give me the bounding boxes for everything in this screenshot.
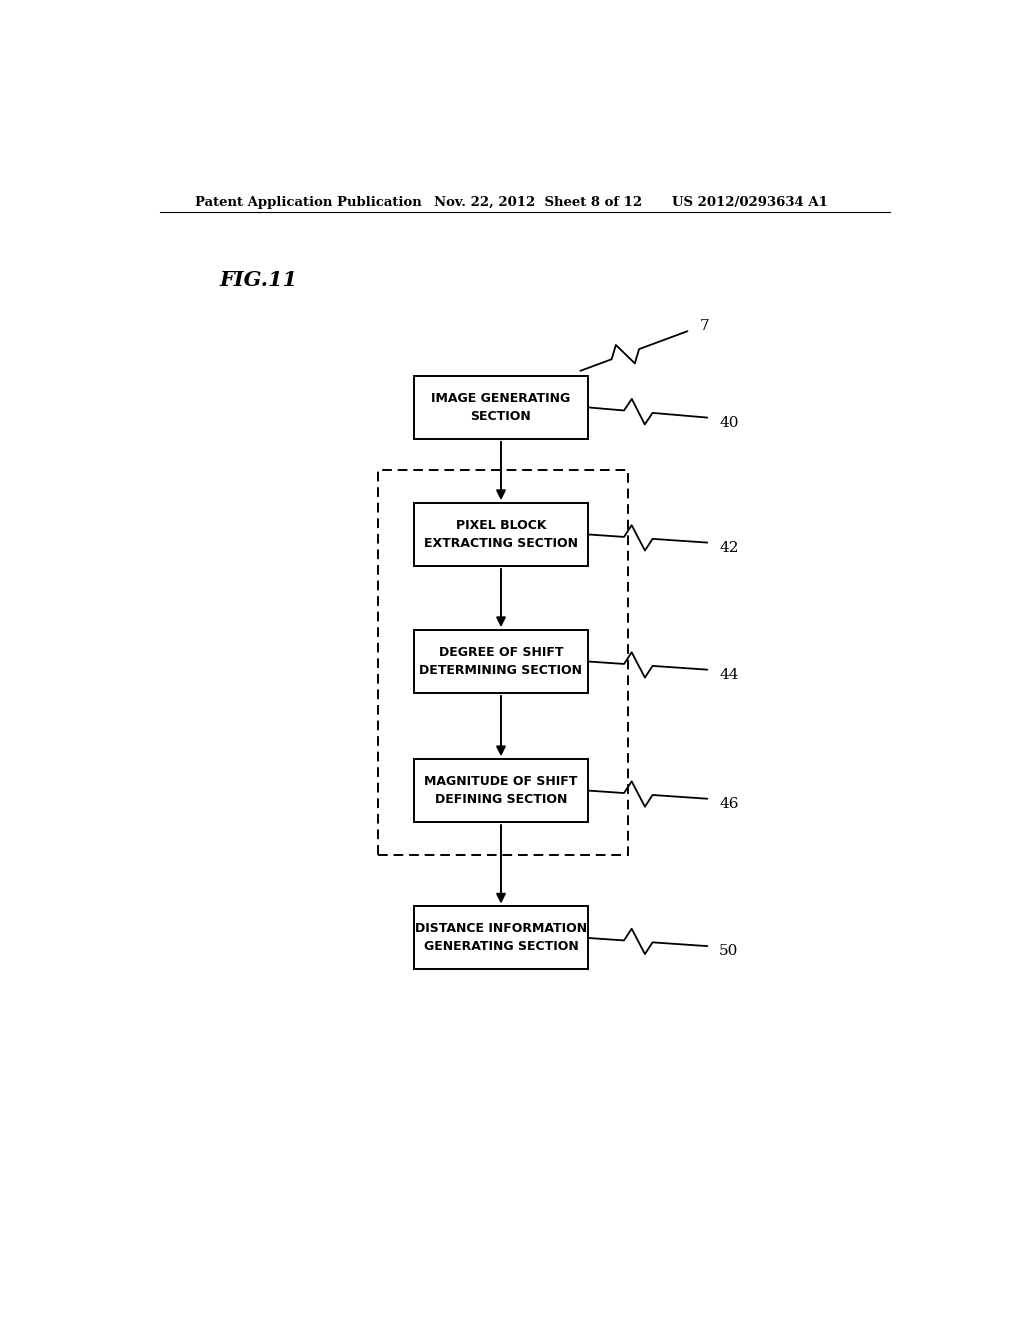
Text: 50: 50	[719, 944, 738, 958]
Text: 40: 40	[719, 416, 738, 430]
Text: IMAGE GENERATING
SECTION: IMAGE GENERATING SECTION	[431, 392, 570, 422]
Bar	[414, 503, 588, 566]
Text: Nov. 22, 2012  Sheet 8 of 12: Nov. 22, 2012 Sheet 8 of 12	[433, 195, 642, 209]
Bar	[414, 376, 588, 440]
Text: DISTANCE INFORMATION
GENERATING SECTION: DISTANCE INFORMATION GENERATING SECTION	[415, 923, 587, 953]
Text: Patent Application Publication: Patent Application Publication	[196, 195, 422, 209]
Text: 42: 42	[719, 541, 738, 554]
Text: FIG.11: FIG.11	[219, 271, 297, 290]
Text: 44: 44	[719, 668, 738, 681]
Text: MAGNITUDE OF SHIFT
DEFINING SECTION: MAGNITUDE OF SHIFT DEFINING SECTION	[424, 775, 578, 807]
Text: US 2012/0293634 A1: US 2012/0293634 A1	[672, 195, 827, 209]
Bar	[414, 907, 588, 969]
Text: 46: 46	[719, 797, 738, 810]
Text: 7: 7	[699, 319, 709, 333]
Bar	[414, 759, 588, 822]
Text: DEGREE OF SHIFT
DETERMINING SECTION: DEGREE OF SHIFT DETERMINING SECTION	[420, 645, 583, 677]
Bar	[414, 630, 588, 693]
Bar	[378, 470, 628, 854]
Text: PIXEL BLOCK
EXTRACTING SECTION: PIXEL BLOCK EXTRACTING SECTION	[424, 519, 578, 550]
